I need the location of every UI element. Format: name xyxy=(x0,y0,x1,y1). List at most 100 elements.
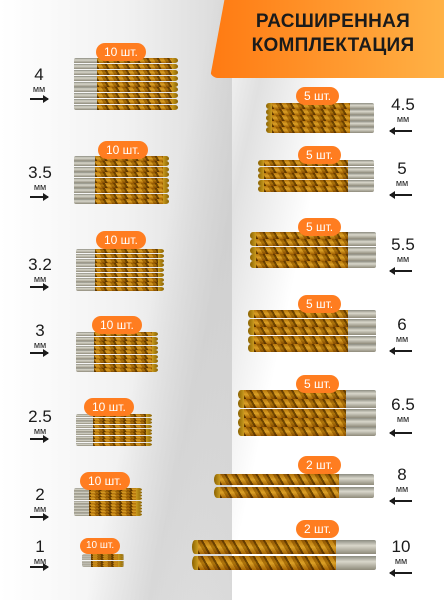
drill-bit xyxy=(74,172,169,178)
arrow-left-icon xyxy=(389,267,412,275)
size-unit: мм xyxy=(33,426,47,436)
size-value: 5 xyxy=(397,159,407,178)
size-value: 4 xyxy=(34,65,44,84)
size-unit: мм xyxy=(32,84,46,94)
size-label-8: 8 мм xyxy=(390,465,414,495)
count-badge-3: 10 шт. xyxy=(92,316,142,334)
drill-bit xyxy=(82,558,124,561)
drill-bit xyxy=(258,166,374,173)
size-value: 3 xyxy=(35,321,45,340)
drill-bit xyxy=(74,63,178,69)
drill-bit xyxy=(74,503,142,507)
drill-bit xyxy=(74,177,169,183)
arrow-left-icon xyxy=(389,347,412,355)
drill-bit xyxy=(74,166,169,172)
drill-bit xyxy=(76,368,158,372)
drill-bit xyxy=(248,310,376,318)
size-unit: мм xyxy=(33,274,47,284)
drill-bit xyxy=(74,497,142,501)
drill-bit xyxy=(74,87,178,93)
count-badge-3-5: 10 шт. xyxy=(98,141,148,159)
size-unit: мм xyxy=(33,340,47,350)
drill-bit xyxy=(82,560,124,563)
drill-bit xyxy=(258,186,374,192)
size-value: 4.5 xyxy=(391,95,415,114)
header-title-line1: РАСШИРЕННАЯ xyxy=(255,11,411,32)
size-value: 3.5 xyxy=(28,163,52,182)
size-value: 6 xyxy=(397,315,407,334)
drill-bit xyxy=(76,417,152,421)
drill-bundle-2-5 xyxy=(76,414,152,446)
drill-bit xyxy=(76,336,158,341)
drill-bit xyxy=(192,556,376,570)
drill-bit xyxy=(76,253,164,258)
drill-bit xyxy=(76,432,152,436)
drill-bit xyxy=(76,277,164,282)
size-value: 1 xyxy=(35,537,45,556)
size-value: 8 xyxy=(397,465,407,484)
drill-bundle-10 xyxy=(192,540,376,570)
drill-bit xyxy=(76,354,158,359)
drill-bit xyxy=(248,327,376,335)
count-badge-1: 10 шт. xyxy=(80,538,121,554)
size-label-5: 5 мм xyxy=(390,159,414,189)
size-label-5-5: 5.5 мм xyxy=(384,236,422,265)
drill-bit xyxy=(74,99,178,105)
size-label-6-5: 6.5 мм xyxy=(384,396,422,425)
drill-bundle-3-5 xyxy=(74,156,169,204)
drill-bit xyxy=(74,491,142,495)
arrow-right-icon xyxy=(30,435,49,443)
drill-bit xyxy=(82,562,124,565)
size-unit: мм xyxy=(33,182,47,192)
drill-bit xyxy=(74,105,178,110)
drill-bit xyxy=(258,173,374,179)
drill-bit xyxy=(76,421,152,425)
arrow-right-icon xyxy=(30,95,49,103)
arrow-right-icon xyxy=(30,349,49,357)
drill-bundle-4 xyxy=(74,58,178,110)
drill-bundle-4-5 xyxy=(266,103,374,133)
drill-bit xyxy=(74,69,178,75)
drill-bit xyxy=(76,258,164,263)
size-value: 2.5 xyxy=(28,407,52,426)
drill-bit xyxy=(76,287,164,291)
drill-bit xyxy=(74,182,169,188)
count-badge-4: 10 шт. xyxy=(96,43,146,61)
size-label-3-2: 3.2 мм xyxy=(26,255,54,285)
drill-bit xyxy=(76,359,158,363)
arrow-left-icon xyxy=(389,429,412,437)
drill-bit xyxy=(266,103,374,109)
header-title-line2: КОМПЛЕКТАЦИЯ xyxy=(251,35,415,56)
size-label-3: 3 мм xyxy=(30,321,50,351)
count-badge-2-5: 10 шт. xyxy=(84,398,134,416)
header-banner xyxy=(210,0,444,78)
arrow-left-icon xyxy=(389,127,412,135)
drill-bit xyxy=(214,487,374,498)
size-unit: мм xyxy=(395,484,409,494)
size-unit: мм xyxy=(395,334,409,344)
count-badge-6: 5 шт. xyxy=(298,295,342,313)
drill-bit xyxy=(74,188,169,194)
size-label-6: 6 мм xyxy=(390,315,414,345)
size-value: 3.2 xyxy=(28,255,52,274)
drill-bit xyxy=(76,332,158,336)
size-label-4-5: 4.5 мм xyxy=(384,95,422,125)
drill-bit xyxy=(266,109,374,115)
drill-bit xyxy=(74,513,142,516)
count-badge-6-5: 5 шт. xyxy=(296,375,340,393)
drill-bit xyxy=(76,345,158,350)
drill-bundle-2 xyxy=(74,488,142,516)
drill-bit xyxy=(248,344,376,352)
drill-bit xyxy=(74,494,142,498)
drill-bundle-6-5 xyxy=(238,390,376,436)
drill-bundle-5 xyxy=(258,160,374,192)
arrow-left-icon xyxy=(389,569,412,577)
header-title: РАСШИРЕННАЯ КОМПЛЕКТАЦИЯ xyxy=(228,10,438,58)
size-label-10: 10 мм xyxy=(386,538,416,567)
drill-bit xyxy=(266,127,374,133)
drill-bundle-3 xyxy=(76,332,158,372)
drill-bit xyxy=(76,350,158,354)
count-badge-10: 2 шт. xyxy=(296,520,340,538)
drill-bit xyxy=(74,75,178,81)
